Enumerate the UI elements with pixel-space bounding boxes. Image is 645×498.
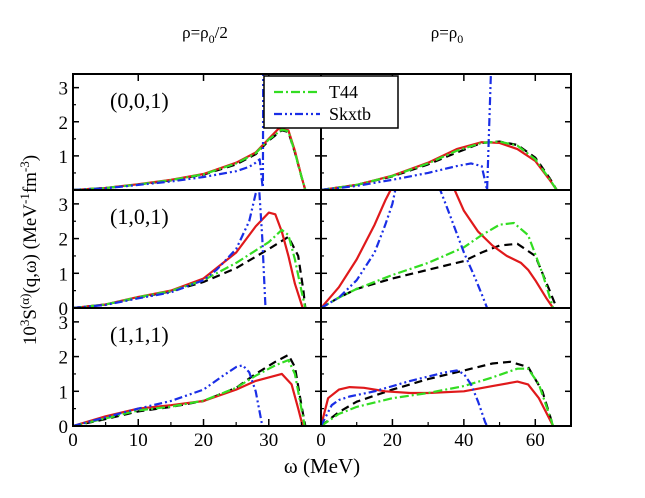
series-line-black-dashed-r1c0 [73,235,307,308]
series-line-black-dashed-r2c0 [73,353,307,426]
panel-grid [73,74,558,426]
x-tick-label: 40 [454,430,473,451]
y-tick-label: 0 [59,299,69,320]
y-tick-label: 1 [59,147,69,168]
series-line-red-solid-r2c1 [321,380,555,426]
x-tick-label: 30 [259,430,278,451]
series-line-skxtb-r1c0 [73,190,267,308]
x-tick-label: 20 [194,430,213,451]
series-line-black-dashed-r2c1 [321,360,555,426]
column-header-left: ρ=ρ0/2 [182,23,228,46]
y-tick-label: 0 [59,417,69,438]
legend-label-t44: T44 [329,82,358,102]
legend-box [263,75,399,129]
legend: T44 Skxtb [263,75,399,129]
y-tick-label: 2 [59,348,69,369]
column-header-right: ρ=ρ0 [431,23,464,46]
panel-label: (1,1,1) [110,322,169,347]
series-line-red-solid-r2c0 [73,372,304,426]
y-tick-label: 3 [59,195,69,216]
panel-label: (1,0,1) [110,204,169,229]
series-line-t44-r1c0 [73,228,307,308]
y-tick-label: 1 [59,382,69,403]
series-line-skxtb-r0c1 [321,74,492,190]
series-line-t44-r0c1 [321,140,558,190]
series-line-red-solid-r0c1 [321,141,558,190]
x-tick-label: 20 [383,430,402,451]
y-tick-label: 2 [59,113,69,134]
series-line-skxtb-r1c1 [439,190,489,308]
y-tick-label: 1 [59,264,69,285]
series-line-red-solid-r1c1 [321,190,392,308]
series-line-skxtb-r2c0 [73,364,264,426]
series-line-t44-r1c1 [321,221,555,308]
panel-label: (0,0,1) [110,88,169,113]
x-tick-label: 0 [316,430,326,451]
y-axis-label: 103S(α)(q,ω) (MeV-1fm-3) [17,155,41,345]
y-tick-label: 3 [59,313,69,334]
legend-label-skxtb: Skxtb [329,104,371,124]
series-line-black-dashed-r1c1 [321,242,558,308]
series-line-skxtb-r1c1 [321,190,397,308]
series-line-t44-r0c0 [73,128,307,190]
series-line-skxtb-r2c1 [321,369,489,426]
x-tick-label: 0 [68,430,78,451]
series-line-skxtb-r0c0 [73,74,265,190]
x-tick-label: 60 [526,430,545,451]
y-tick-label: 2 [59,230,69,251]
series-line-t44-r2c1 [321,367,555,426]
x-tick-label: 10 [129,430,148,451]
series-line-red-solid-r1c1 [453,190,555,308]
x-axis-label: ω (MeV) [284,454,360,478]
series-line-red-solid-r1c0 [73,211,304,308]
y-tick-label: 3 [59,79,69,100]
